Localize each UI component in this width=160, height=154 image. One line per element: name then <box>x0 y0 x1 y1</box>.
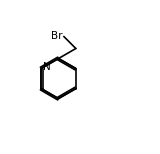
Text: Br: Br <box>51 32 62 41</box>
Text: N: N <box>44 62 51 72</box>
